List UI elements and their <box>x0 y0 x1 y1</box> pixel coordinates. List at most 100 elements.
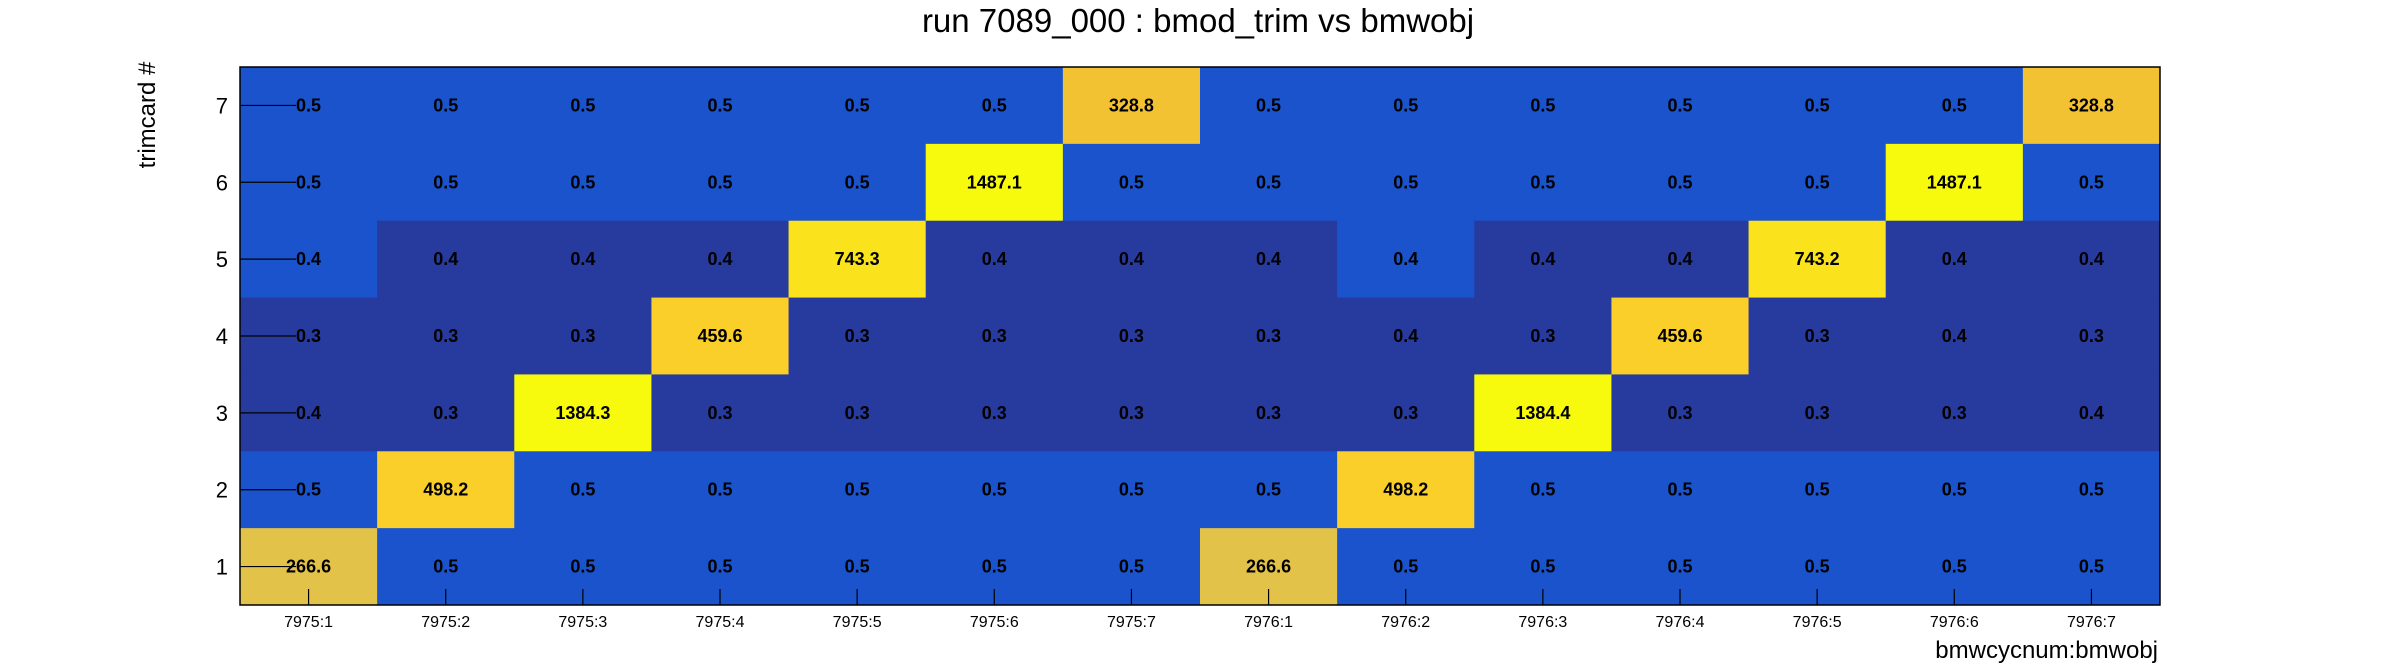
heatmap-cell <box>788 297 927 375</box>
cell-value-label: 0.3 <box>1256 326 1281 346</box>
heatmap-axes: 7 6 5 4 3 2 1 7975:1 7975:2 7975:3 7975:4 7975:5 797… <box>216 93 2116 631</box>
heatmap-cell <box>1337 451 1475 529</box>
heatmap-cell <box>925 297 1064 375</box>
cell-value-label: 328.8 <box>2069 95 2114 115</box>
cell-value-label: 0.5 <box>433 172 458 192</box>
cell-value-label: 0.3 <box>1119 403 1144 423</box>
cell-value-label: 0.5 <box>1256 480 1281 500</box>
heatmap-cell <box>1885 220 2024 299</box>
x-tick-label: 7976:7 <box>2067 614 2116 631</box>
cell-value-label: 0.4 <box>2079 403 2104 423</box>
cell-value-label: 0.5 <box>570 557 595 577</box>
y-tick-label: 1 <box>216 555 228 580</box>
cell-value-label: 0.5 <box>2079 172 2104 192</box>
cell-value-label: 0.5 <box>707 172 732 192</box>
heatmap-cell <box>1474 220 1612 299</box>
cell-value-label: 0.5 <box>1942 95 1967 115</box>
cell-value-label: 0.5 <box>296 480 321 500</box>
cell-value-label: 266.6 <box>286 557 331 577</box>
cell-value-label: 0.5 <box>707 480 732 500</box>
heatmap-cell <box>1885 374 2024 452</box>
cell-value-label: 0.5 <box>1530 172 1555 192</box>
heatmap-cell <box>1611 220 1750 299</box>
heatmap-cell <box>1062 220 1201 299</box>
cell-value-label: 459.6 <box>697 326 742 346</box>
cell-value-label: 0.3 <box>570 326 595 346</box>
heatmap-cell <box>788 67 927 145</box>
cell-value-label: 0.4 <box>1119 249 1144 269</box>
cell-value-label: 0.5 <box>1667 172 1692 192</box>
heatmap-cell <box>2022 451 2161 529</box>
cell-value-label: 498.2 <box>1383 480 1428 500</box>
heatmap-cell <box>2022 67 2161 145</box>
heatmap-cell <box>925 220 1064 299</box>
cell-value-label: 0.5 <box>1805 557 1830 577</box>
cell-value-label: 0.4 <box>1942 249 1967 269</box>
heatmap-cell <box>377 67 515 145</box>
cell-value-label: 0.3 <box>1393 403 1418 423</box>
heatmap-cell <box>1748 67 1887 145</box>
heatmap-cell <box>788 451 927 529</box>
heatmap-cell <box>1200 451 1338 529</box>
heatmap-cell <box>1474 67 1612 145</box>
heatmap-cell <box>1474 451 1612 529</box>
x-tick-label: 7975:5 <box>833 614 882 631</box>
cell-value-label: 0.5 <box>296 172 321 192</box>
heatmap-cell <box>651 374 790 452</box>
cell-value-label: 743.3 <box>835 249 880 269</box>
heatmap-cell <box>1885 143 2024 222</box>
heatmap-cell <box>1200 297 1338 375</box>
cell-value-label: 0.5 <box>1393 95 1418 115</box>
heatmap-cell <box>1748 297 1887 375</box>
cell-value-label: 0.5 <box>845 480 870 500</box>
cell-value-label: 0.3 <box>982 326 1007 346</box>
cell-value-label: 459.6 <box>1657 326 1702 346</box>
cell-value-label: 0.4 <box>296 403 321 423</box>
cell-value-label: 0.5 <box>1942 480 1967 500</box>
cell-value-label: 0.5 <box>570 480 595 500</box>
cell-value-label: 0.3 <box>433 403 458 423</box>
cell-value-label: 0.5 <box>1393 172 1418 192</box>
x-tick-label: 7976:1 <box>1244 614 1293 631</box>
cell-value-label: 0.5 <box>1530 480 1555 500</box>
cell-value-label: 0.5 <box>1530 557 1555 577</box>
heatmap-cell <box>1474 374 1612 452</box>
y-tick-label: 3 <box>216 401 228 426</box>
heatmap-cell <box>2022 297 2161 375</box>
heatmap-cell-labels: 0.5 0.5 0.5 0.5 0.5 0.5 328.8 0.5 0.5 0.5 0.5 0.5 0.… <box>286 95 2114 576</box>
heatmap-cell <box>651 220 790 299</box>
cell-value-label: 0.5 <box>707 557 732 577</box>
x-tick-label: 7976:2 <box>1381 614 1430 631</box>
heatmap-cell <box>514 143 652 222</box>
heatmap-cell <box>1337 374 1475 452</box>
heatmap-cell <box>514 374 652 452</box>
cell-value-label: 0.4 <box>2079 249 2104 269</box>
heatmap-cell <box>1611 67 1750 145</box>
heatmap-cell <box>1885 67 2024 145</box>
heatmap-cell <box>1337 220 1475 299</box>
cell-value-label: 0.5 <box>707 95 732 115</box>
heatmap-cell <box>1885 451 2024 529</box>
x-tick-label: 7975:2 <box>421 614 470 631</box>
heatmap-cell <box>1611 451 1750 529</box>
cell-value-label: 0.5 <box>1393 557 1418 577</box>
cell-value-label: 0.4 <box>1942 326 1967 346</box>
heatmap-cell <box>377 220 515 299</box>
x-tick-label: 7975:4 <box>696 614 745 631</box>
cell-value-label: 0.3 <box>1530 326 1555 346</box>
cell-value-label: 0.5 <box>570 95 595 115</box>
heatmap-cell <box>925 143 1064 222</box>
heatmap-cell <box>2022 374 2161 452</box>
cell-value-label: 1487.1 <box>1927 172 1982 192</box>
cell-value-label: 0.5 <box>845 557 870 577</box>
cell-value-label: 0.5 <box>982 480 1007 500</box>
cell-value-label: 0.4 <box>1667 249 1692 269</box>
heatmap-cell <box>1748 220 1887 299</box>
heatmap-cell <box>1885 297 2024 375</box>
cell-value-label: 0.4 <box>707 249 732 269</box>
heatmap-cell <box>1748 143 1887 222</box>
heatmap-cell <box>651 143 790 222</box>
heatmap-cell <box>1062 67 1201 145</box>
cell-value-label: 1384.3 <box>555 403 610 423</box>
